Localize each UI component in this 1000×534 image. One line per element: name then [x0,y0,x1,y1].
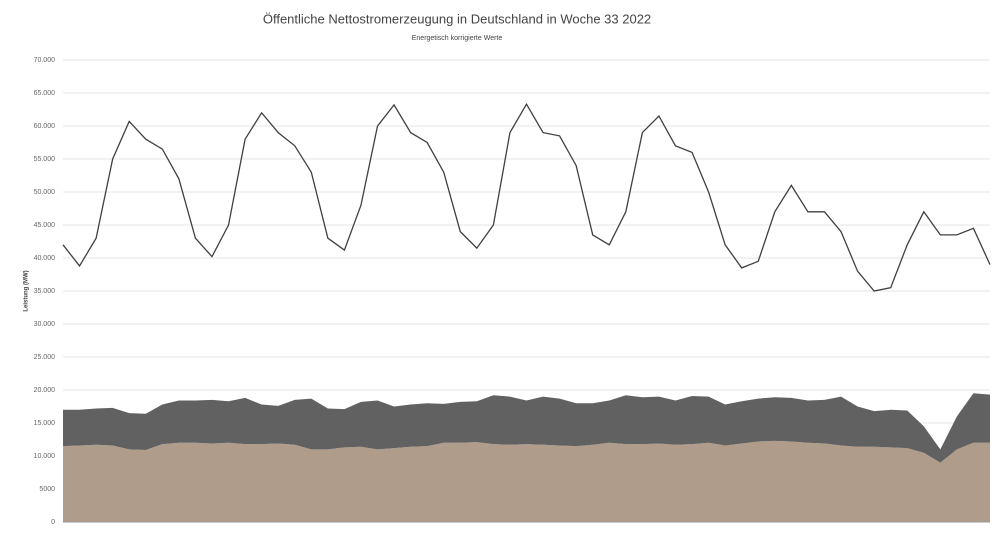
y-tick-label: 70.000 [34,57,56,64]
y-tick-label: 30.000 [34,321,56,328]
y-axis-label: Leistung (MW) [24,270,30,311]
y-tick-label: 40.000 [34,255,56,262]
line [62,102,991,292]
y-tick-label: 25.000 [34,354,56,361]
y-tick-label: 15.000 [34,420,56,427]
y-tick-label: 10.000 [34,453,56,460]
y-tick-label: 35.000 [34,288,56,295]
y-tick-label: 20.000 [34,387,56,394]
y-tick-label: 5000 [39,486,55,493]
chart-title: Öffentliche Nettostromerzeugung in Deuts… [263,11,651,26]
area [63,440,990,522]
y-tick-label: 50.000 [34,189,56,196]
y-tick-label: 60.000 [34,123,56,130]
area [63,393,990,463]
y-tick-label: 65.000 [34,90,56,97]
y-tick-label: 0 [51,519,55,526]
chart-subtitle: Energetisch korrigierte Werte [412,35,503,42]
y-tick-label: 55.000 [34,156,56,163]
y-tick-label: 45.000 [34,222,56,229]
